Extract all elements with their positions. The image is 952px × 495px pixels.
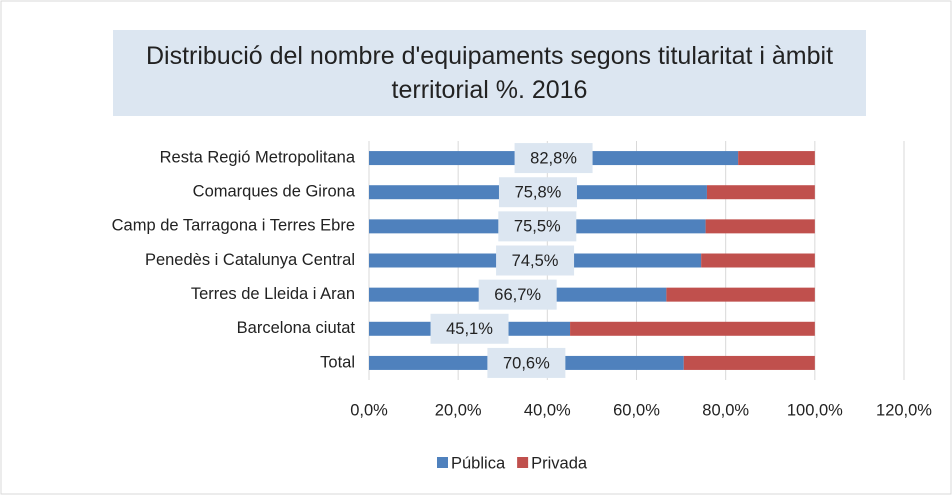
value-label: 66,7% xyxy=(494,286,541,304)
bar-segment xyxy=(683,355,815,370)
chart-title: Distribució del nombre d'equipaments seg… xyxy=(113,30,866,116)
value-label: 74,5% xyxy=(512,252,559,270)
value-label-bg xyxy=(487,347,566,378)
value-label-bg xyxy=(430,313,509,344)
x-tick-label: 60,0% xyxy=(613,401,660,419)
value-label: 75,8% xyxy=(515,184,562,202)
value-label-bg xyxy=(496,245,575,276)
x-tick-label: 80,0% xyxy=(702,401,749,419)
bar-segment xyxy=(706,185,815,200)
category-label: Total xyxy=(320,353,355,371)
bar-segment xyxy=(570,321,815,336)
bar-segment xyxy=(701,253,815,268)
category-label: Comarques de Girona xyxy=(193,183,356,201)
bar-segment xyxy=(705,219,815,234)
value-label: 82,8% xyxy=(530,149,577,167)
bar-segment xyxy=(738,151,815,166)
bar-segment xyxy=(666,287,815,302)
value-label-bg xyxy=(514,143,593,174)
x-tick-label: 0,0% xyxy=(350,401,388,419)
value-label-bg xyxy=(498,177,577,208)
value-label: 75,5% xyxy=(514,218,561,236)
x-tick-label: 120,0% xyxy=(876,401,932,419)
category-label: Camp de Tarragona i Terres Ebre xyxy=(112,217,355,235)
category-label: Terres de Lleida i Aran xyxy=(191,285,355,303)
category-label: Barcelona ciutat xyxy=(237,319,356,337)
value-label: 45,1% xyxy=(446,320,493,338)
category-label: Penedès i Catalunya Central xyxy=(145,251,355,269)
value-label: 70,6% xyxy=(503,354,550,372)
legend-label: Privada xyxy=(531,454,588,472)
x-tick-label: 100,0% xyxy=(787,401,843,419)
value-label-bg xyxy=(498,211,577,242)
legend-swatch xyxy=(517,457,529,468)
category-label: Resta Regió Metropolitana xyxy=(160,148,356,166)
legend-swatch xyxy=(437,457,448,468)
x-tick-label: 40,0% xyxy=(524,401,571,419)
value-label-bg xyxy=(478,279,557,310)
legend-label: Pública xyxy=(451,454,506,472)
x-tick-label: 20,0% xyxy=(435,401,482,419)
